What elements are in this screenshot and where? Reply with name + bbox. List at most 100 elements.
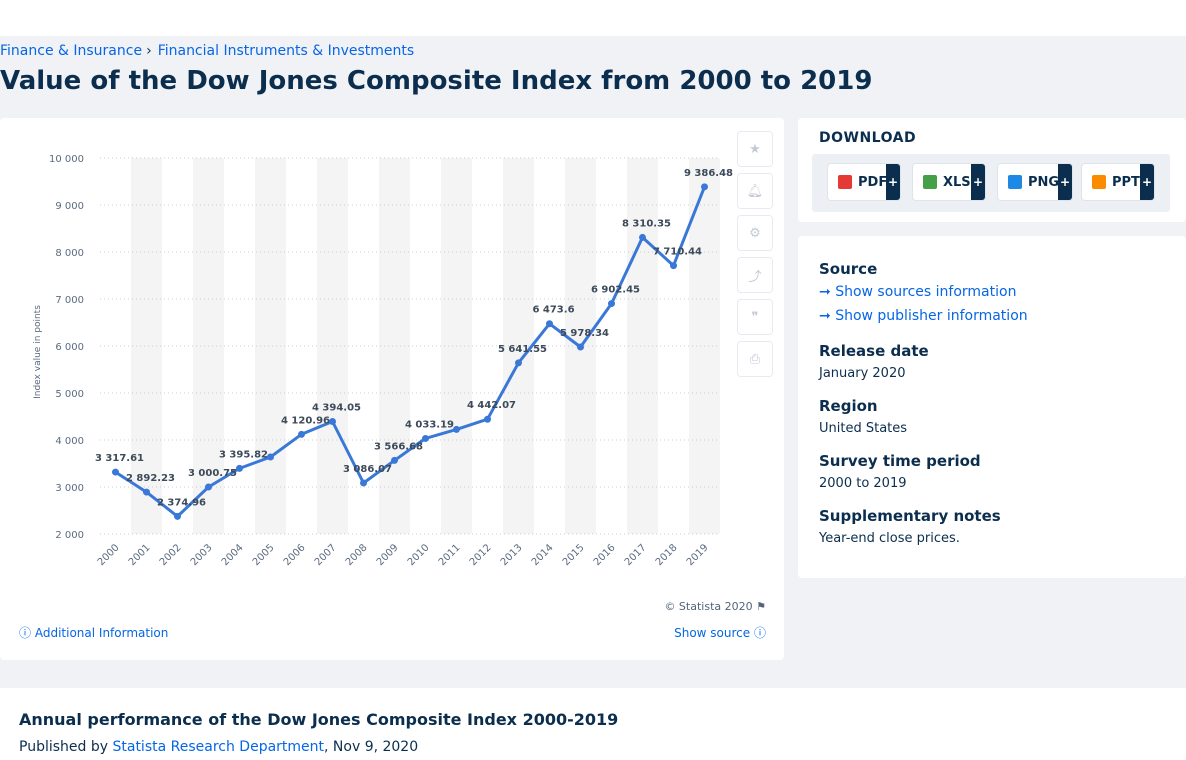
- survey-period-heading: Survey time period: [819, 452, 981, 470]
- data-point: [639, 233, 646, 241]
- data-label: 9 386.48: [684, 168, 733, 179]
- data-point: [391, 456, 398, 464]
- series-line: [114, 186, 706, 518]
- y-tick-label: 6 000: [55, 342, 84, 353]
- data-label: 4 033.19: [405, 419, 454, 430]
- y-tick-label: 8 000: [55, 248, 84, 259]
- data-label: 7 710.44: [653, 247, 702, 258]
- data-point: [546, 320, 553, 328]
- y-tick-label: 5 000: [55, 389, 84, 400]
- plus-icon[interactable]: +: [1140, 164, 1154, 200]
- x-tick-label: 2004: [220, 542, 246, 568]
- flag-icon[interactable]: ⚑: [756, 600, 766, 613]
- data-point: [267, 453, 274, 461]
- download-png-button[interactable]: PNG +: [998, 164, 1072, 200]
- x-tick-label: 2017: [623, 542, 649, 568]
- column-band: [379, 158, 410, 534]
- data-point: [360, 479, 367, 487]
- data-label: 5 978.34: [560, 328, 609, 339]
- copyright-label: © Statista 2020: [664, 600, 753, 613]
- x-tick-label: 2016: [592, 542, 618, 568]
- x-tick-label: 2013: [499, 542, 525, 568]
- plus-icon[interactable]: +: [971, 164, 985, 200]
- page-title: Value of the Dow Jones Composite Index f…: [0, 66, 873, 96]
- gear-icon[interactable]: ⚙: [738, 216, 772, 250]
- notes-value: Year-end close prices.: [819, 531, 960, 546]
- breadcrumb-link-finance[interactable]: Finance & Insurance: [0, 43, 143, 59]
- notes-heading: Supplementary notes: [819, 507, 1001, 525]
- data-point: [205, 483, 212, 491]
- data-point: [515, 359, 522, 367]
- info-icon: ⓘ: [19, 626, 32, 640]
- data-label: 6 473.6: [532, 305, 574, 316]
- data-point: [608, 300, 615, 308]
- ppt-file-icon: [1092, 175, 1106, 189]
- print-icon[interactable]: ⎙: [738, 342, 772, 376]
- x-tick-label: 2009: [375, 542, 401, 568]
- star-icon[interactable]: ★: [738, 132, 772, 166]
- data-point: [701, 183, 708, 191]
- breadcrumb: Finance & Insurance › Financial Instrument…: [0, 43, 414, 59]
- x-tick-label: 2001: [127, 542, 153, 568]
- show-sources-link[interactable]: ➞ Show sources information: [819, 284, 1016, 300]
- plus-icon[interactable]: +: [1058, 164, 1072, 200]
- download-xls-label: XLS: [943, 174, 971, 190]
- data-point: [484, 415, 491, 423]
- release-heading: Release date: [819, 342, 929, 360]
- data-point: [143, 488, 150, 496]
- x-tick-label: 2015: [561, 542, 587, 568]
- data-point: [112, 468, 119, 476]
- download-heading: DOWNLOAD: [819, 130, 917, 146]
- column-band: [627, 158, 658, 534]
- x-tick-label: 2018: [654, 542, 680, 568]
- data-point: [298, 430, 305, 438]
- x-tick-label: 2007: [313, 542, 339, 568]
- data-label: 3 317.61: [95, 453, 144, 464]
- share-icon[interactable]: ⤴: [738, 258, 772, 292]
- chart-card: 2 000 3 000 4 000 5 000 6 000 7 000 8 000 9 000…: [0, 118, 784, 660]
- x-tick-label: 2006: [282, 542, 308, 568]
- quote-icon[interactable]: ❞: [738, 300, 772, 334]
- data-point: [453, 425, 460, 433]
- y-tick-label: 10 000: [49, 154, 84, 165]
- survey-period-value: 2000 to 2019: [819, 476, 907, 491]
- chart-tools: ★ 🔔︎ ⚙ ⤴ ❞ ⎙: [738, 132, 772, 384]
- x-tick-label: 2000: [96, 542, 122, 568]
- x-tick-label: 2012: [468, 542, 494, 568]
- xls-file-icon: [923, 175, 937, 189]
- show-source-link[interactable]: Show source ⓘ: [674, 624, 766, 641]
- png-file-icon: [1008, 175, 1022, 189]
- x-tick-label: 2014: [530, 542, 556, 568]
- download-pdf-button[interactable]: PDF +: [828, 164, 900, 200]
- region-heading: Region: [819, 397, 878, 415]
- plus-icon[interactable]: +: [886, 164, 900, 200]
- data-label: 3 000.75: [188, 468, 237, 479]
- download-ppt-label: PPT: [1112, 174, 1140, 190]
- show-publisher-link[interactable]: ➞ Show publisher information: [819, 308, 1028, 324]
- download-pdf-label: PDF: [858, 174, 888, 190]
- line-chart: 2 000 3 000 4 000 5 000 6 000 7 000 8 000 9 000…: [33, 154, 733, 568]
- x-tick-label: 2005: [251, 542, 277, 568]
- data-label: 3 566.68: [374, 441, 423, 452]
- show-sources-label: Show sources information: [835, 284, 1017, 300]
- publication-info: Published by Statista Research Departmen…: [19, 739, 418, 755]
- data-label: 4 394.05: [312, 402, 361, 413]
- y-tick-label: 3 000: [55, 483, 84, 494]
- breadcrumb-link-instruments[interactable]: Financial Instruments & Investments: [157, 43, 415, 59]
- download-xls-button[interactable]: XLS +: [913, 164, 985, 200]
- data-point: [329, 417, 336, 425]
- x-tick-label: 2003: [189, 542, 215, 568]
- data-point: [670, 262, 677, 270]
- bell-icon[interactable]: 🔔︎: [738, 174, 772, 208]
- show-publisher-label: Show publisher information: [835, 308, 1028, 324]
- y-tick-label: 7 000: [55, 295, 84, 306]
- additional-info-link[interactable]: ⓘ Additional Information: [19, 624, 168, 641]
- data-label: 2 892.23: [126, 473, 175, 484]
- pdf-file-icon: [838, 175, 852, 189]
- publisher-link[interactable]: Statista Research Department: [112, 739, 325, 755]
- copyright-text: © Statista 2020 ⚑: [664, 600, 766, 613]
- x-tick-label: 2008: [344, 542, 370, 568]
- data-point: [577, 343, 584, 351]
- download-ppt-button[interactable]: PPT +: [1082, 164, 1154, 200]
- data-label: 8 310.35: [622, 218, 671, 229]
